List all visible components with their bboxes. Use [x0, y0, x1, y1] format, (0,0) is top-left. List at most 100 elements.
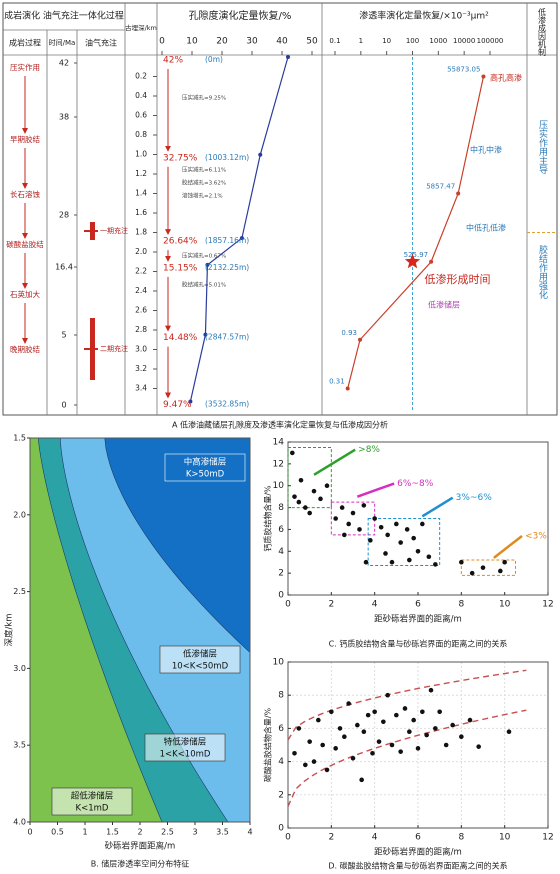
point [342, 734, 347, 739]
point [365, 712, 371, 718]
x-tick-label: 2 [328, 833, 334, 843]
note: 胶结减孔=3.62% [182, 179, 226, 187]
point [420, 521, 425, 527]
time-label: 38 [59, 113, 69, 122]
point [398, 540, 403, 545]
point [389, 559, 395, 565]
contour-area [30, 438, 250, 822]
y-tick-label: 2.0 [135, 247, 147, 256]
x-tick-label: 12 [542, 833, 553, 843]
caption: C. 钙质胶结物含量与砂砾岩界面的距离之间的关系 [329, 639, 508, 649]
label-box [144, 733, 226, 762]
y-tick-label: 0.6 [135, 111, 147, 120]
header: 油气充注 [85, 38, 117, 48]
point [394, 521, 399, 527]
value-label: 14.48% [163, 333, 198, 343]
y-tick-label: 6 [278, 525, 284, 535]
point [298, 477, 304, 483]
note: 压实减孔=9.25% [182, 94, 226, 102]
time-label: 0 [61, 401, 66, 410]
x-tick-label: 1000 [429, 37, 447, 45]
depth-label: (2847.57m) [205, 333, 249, 342]
point [361, 729, 367, 735]
x-tick-label: 3 [192, 828, 197, 837]
panel-a-frame [2, 2, 558, 416]
depth-label: (1003.12m) [205, 153, 249, 162]
diagenesis-step: 长石溶蚀 [10, 189, 40, 199]
label-box [159, 645, 241, 674]
permeability-point [456, 191, 461, 196]
x-tick-label: 100 [406, 37, 419, 45]
value-label: 5857.47 [426, 183, 455, 191]
y-tick-label: 0.2 [135, 72, 147, 81]
point [498, 568, 503, 574]
y-tick-label: 8 [278, 503, 284, 513]
region-label: 10<K<50mD [172, 662, 229, 672]
note: 压实减孔=0.67% [182, 252, 226, 260]
point [428, 687, 434, 693]
point [350, 755, 356, 761]
point [389, 742, 395, 748]
x-tick-label: 0 [159, 37, 165, 47]
annotation: 6%~8% [397, 479, 434, 489]
label-box [51, 787, 133, 816]
point [476, 744, 481, 749]
group-box [460, 559, 517, 576]
x-tick-label: 10 [499, 600, 511, 610]
point [383, 551, 388, 556]
x-tick-label: 4 [247, 828, 252, 837]
point [450, 722, 455, 728]
point [480, 565, 486, 570]
point [437, 709, 442, 715]
x-tick-label: 40 [276, 37, 288, 47]
y-tick-label: 2.0 [13, 510, 26, 519]
charge-label: 二期充注 [100, 344, 128, 353]
point [469, 570, 475, 576]
point [415, 746, 421, 751]
point [290, 450, 295, 456]
caption: B. 储层渗透率空间分布特征 [91, 859, 190, 869]
y-tick-label: 2.5 [13, 587, 26, 596]
diagenesis-step: 压实作用 [10, 62, 40, 72]
point [426, 554, 432, 560]
point [292, 494, 297, 499]
point [378, 524, 384, 530]
zone-label: 低渗储层 [428, 300, 460, 310]
point [376, 739, 382, 744]
x-tick-label: 12 [542, 600, 553, 610]
value-label: 525.97 [404, 251, 429, 259]
point [320, 742, 325, 748]
point [459, 734, 464, 739]
y-tick-label: 2.6 [135, 306, 147, 315]
point [402, 706, 408, 711]
point [346, 701, 351, 706]
annotation: 3%~6% [456, 493, 493, 503]
zone-label: 中孔中渗 [470, 145, 502, 155]
y-tick-label: 6 [278, 724, 284, 734]
y-tick-label: 8 [278, 691, 284, 701]
point [398, 749, 403, 754]
group-box [330, 501, 376, 536]
point [339, 505, 345, 510]
value-label: 55873.05 [447, 66, 480, 74]
y-tick-label: 14 [273, 438, 285, 448]
point [311, 488, 317, 494]
x-tick-label: 50 [306, 37, 318, 47]
permeability-point [345, 386, 350, 391]
y-tick-label: 0 [278, 824, 284, 834]
x-tick-label: 1.5 [106, 828, 119, 837]
caption: D. 碳酸盐胶结物含量与砂砾岩界面距离之间的关系 [328, 861, 507, 871]
note: 压实减孔=6.11% [182, 166, 226, 174]
x-tick-label: 4 [372, 833, 378, 843]
header: 渗透率演化定量恢复/×10⁻³μm² [359, 10, 489, 22]
point [333, 746, 338, 751]
y-tick-label: 1.6 [135, 208, 147, 217]
x-axis-label: 距砂砾岩界面的距离/m [374, 847, 462, 858]
point [346, 521, 351, 527]
x-tick-label: 0.5 [51, 828, 64, 837]
region-name: 中高渗储层 [184, 457, 227, 468]
diagenesis-step: 晚期胶结 [10, 344, 40, 354]
point [411, 717, 416, 723]
point [303, 505, 308, 510]
